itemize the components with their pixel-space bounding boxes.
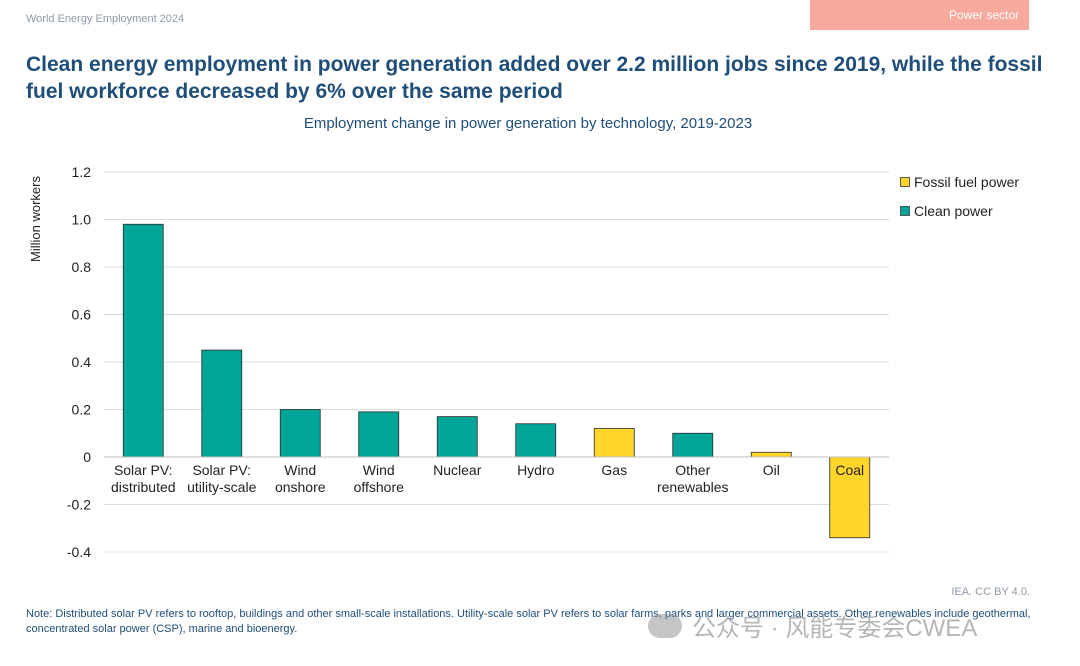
chart-legend: Fossil fuel power Clean power [900,167,1019,225]
bar [122,223,164,458]
x-tick-label: Hydro [517,462,555,478]
x-tick-label: Solar PV: [114,462,173,478]
x-tick-label: Solar PV: [192,462,251,478]
watermark-text: 公众号 · 风能专委会CWEA [692,615,978,642]
x-tick-label: Oil [763,462,780,478]
x-tick-label: Gas [601,462,627,478]
section-tab[interactable]: Power sector [810,0,1029,30]
credit-text: IEA. CC BY 4.0. [951,586,1030,598]
report-label: World Energy Employment 2024 [26,13,185,25]
x-tick-label: Other [675,462,710,478]
x-tick-label: Wind [363,462,395,478]
bar [358,411,400,458]
bar [672,432,714,458]
bar [515,423,557,458]
bar [436,416,478,458]
y-axis-label: Million workers [28,176,43,262]
y-tick-label: -0.2 [67,497,91,513]
watermark: 公众号 · 风能专委会CWEA [648,608,977,643]
x-tick-label: distributed [111,479,176,495]
bar [829,456,871,539]
x-tick-label: renewables [657,479,729,495]
x-tick-label: utility-scale [187,479,256,495]
y-tick-label: 0 [83,449,91,465]
x-tick-label: onshore [275,479,326,495]
y-tick-label: 0.4 [72,354,92,370]
legend-item-fossil: Fossil fuel power [900,167,1019,196]
bar [750,451,792,458]
headline: Clean energy employment in power generat… [26,53,1043,103]
bar [279,409,321,458]
legend-swatch-clean [900,205,910,216]
bar [593,428,635,458]
y-tick-label: 0.8 [72,259,92,275]
footnote: Note: Distributed solar PV refers to roo… [26,608,1031,635]
y-tick-label: -0.4 [67,544,91,560]
y-tick-label: 1.0 [72,212,92,228]
legend-label-fossil: Fossil fuel power [914,173,1020,190]
legend-item-clean: Clean power [900,196,1019,225]
x-tick-label: Coal [835,462,864,478]
y-tick-label: 1.2 [72,164,92,180]
legend-label-clean: Clean power [914,202,993,219]
bar-chart: 1.2 1.0 0.8 0.6 0.4 0.2 0 -0.2 -0.4 Million worke… [28,164,889,560]
x-tick-label: Wind [284,462,316,478]
wechat-logo-icon [648,613,682,638]
x-tick-label: offshore [354,479,405,495]
legend-swatch-fossil [900,176,910,187]
y-tick-label: 0.6 [72,307,92,323]
chart-subtitle: Employment change in power generation by… [303,115,753,132]
bar [201,349,243,458]
y-tick-label: 0.2 [72,402,92,418]
x-tick-label: Nuclear [433,462,482,478]
